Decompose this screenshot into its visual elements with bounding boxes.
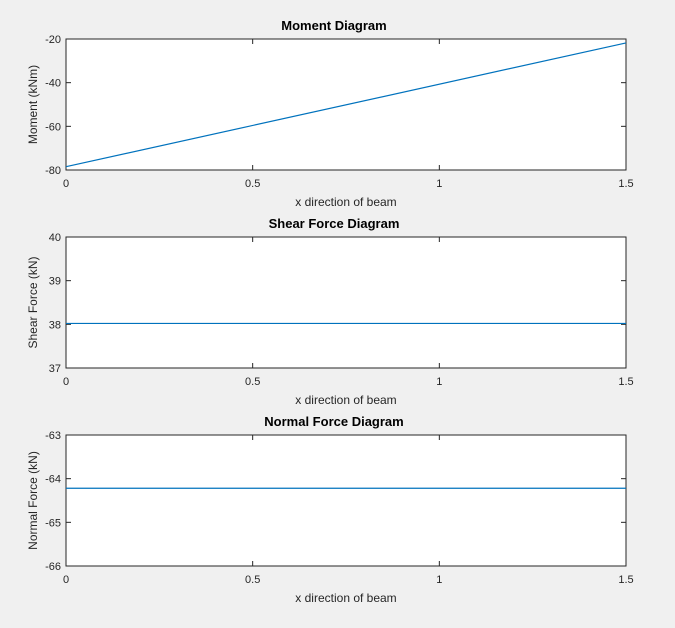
x-tick-label: 1 bbox=[436, 574, 442, 586]
plot-area bbox=[65, 434, 627, 567]
x-tick-label: 1 bbox=[436, 376, 442, 388]
x-tick-label: 1.5 bbox=[618, 178, 633, 190]
x-axis-label: x direction of beam bbox=[295, 591, 396, 605]
y-tick-label: 38 bbox=[49, 319, 61, 331]
x-tick-label: 1.5 bbox=[618, 376, 633, 388]
subplot-3: 0 0.5 1 1.5 -63 -64 -65 -66 Normal Force Diagram… bbox=[26, 414, 634, 605]
y-tick-label: 40 bbox=[49, 232, 61, 244]
x-axis-label: x direction of beam bbox=[295, 393, 396, 407]
x-tick-label: 0.5 bbox=[245, 574, 260, 586]
y-tick-label: -63 bbox=[45, 430, 61, 442]
y-tick-label: -66 bbox=[45, 561, 61, 573]
x-tick-label: 0 bbox=[63, 574, 69, 586]
x-tick-label: 1 bbox=[436, 178, 442, 190]
y-axis-label: Moment (kNm) bbox=[26, 65, 40, 144]
y-axis-label: Normal Force (kN) bbox=[26, 451, 40, 550]
y-tick-label: 39 bbox=[49, 276, 61, 288]
y-tick-label: 37 bbox=[49, 363, 61, 375]
x-tick-label: 0.5 bbox=[245, 376, 260, 388]
subplot-2: 0 0.5 1 1.5 40 39 38 37 Shear Force Diagram x dir… bbox=[26, 216, 634, 407]
subplot-title: Normal Force Diagram bbox=[264, 414, 403, 429]
y-tick-label: -80 bbox=[45, 165, 61, 177]
subplot-1: 0 0.5 1 1.5 -20 -40 -60 -80 Moment Diagram x dire… bbox=[26, 18, 634, 209]
series-line bbox=[65, 42, 627, 168]
y-axis-label: Shear Force (kN) bbox=[26, 256, 40, 348]
x-tick-label: 0 bbox=[63, 178, 69, 190]
x-tick-label: 1.5 bbox=[618, 574, 633, 586]
y-tick-label: -65 bbox=[45, 517, 61, 529]
y-tick-label: -40 bbox=[45, 78, 61, 90]
subplot-title: Moment Diagram bbox=[281, 18, 386, 33]
y-tick-label: -60 bbox=[45, 121, 61, 133]
x-axis-label: x direction of beam bbox=[295, 195, 396, 209]
y-tick-label: -20 bbox=[45, 34, 61, 46]
x-tick-label: 0 bbox=[63, 376, 69, 388]
plot-area bbox=[65, 236, 627, 369]
subplot-title: Shear Force Diagram bbox=[269, 216, 400, 231]
y-tick-label: -64 bbox=[45, 474, 61, 486]
x-tick-label: 0.5 bbox=[245, 178, 260, 190]
